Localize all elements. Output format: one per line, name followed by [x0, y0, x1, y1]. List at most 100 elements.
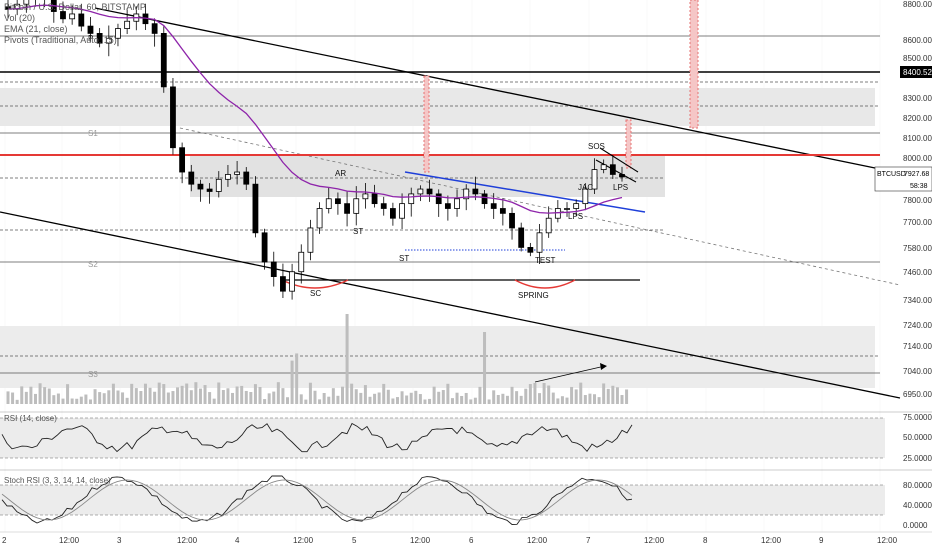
- volume-bar: [606, 388, 610, 404]
- candle: [252, 183, 259, 234]
- volume-bar: [290, 360, 294, 404]
- volume-bar: [176, 387, 180, 404]
- stoch-tick: 40.0000: [903, 501, 932, 510]
- legend-rsi: RSI (14, close): [4, 414, 57, 423]
- volume-bar: [611, 385, 615, 404]
- label-lps2: LPS: [613, 183, 628, 192]
- candle: [417, 188, 424, 195]
- candle: [234, 171, 241, 175]
- volume-bar: [533, 382, 537, 404]
- volume-bar: [368, 396, 372, 404]
- volume-bar: [510, 386, 514, 404]
- volume-bar: [620, 395, 624, 404]
- candle: [527, 247, 534, 253]
- volume-bar: [354, 389, 358, 404]
- volume-bar: [66, 384, 70, 404]
- time-tick: 12:00: [293, 536, 314, 545]
- candle: [78, 13, 85, 27]
- time-axis: 2 12:00 3 12:00 4 12:00 5 12:00 6 12:00 7 12:00 8 12:…: [2, 536, 898, 545]
- candle: [573, 203, 580, 209]
- volume-bar: [79, 396, 83, 404]
- ema-line: [7, 4, 623, 214]
- volume-bar: [11, 392, 15, 404]
- volume-bar: [70, 398, 74, 404]
- volume-bar: [299, 394, 303, 404]
- volume-bar: [29, 386, 33, 404]
- candle: [353, 198, 360, 214]
- candle: [307, 227, 314, 253]
- volume-bar: [198, 388, 202, 404]
- chart-legend: Bitcoin / U.S. Dollar, 60, BITSTAMP Vol …: [4, 2, 146, 46]
- volume-bar: [134, 388, 138, 404]
- volume-bar: [583, 395, 587, 404]
- candle: [335, 198, 341, 205]
- candle: [270, 261, 277, 277]
- candle: [426, 188, 433, 195]
- volume-bar: [492, 390, 496, 404]
- volume-bar: [395, 397, 399, 404]
- candle: [261, 232, 268, 263]
- candle: [600, 164, 607, 170]
- volume-bar: [446, 383, 450, 404]
- label-spring: SPRING: [518, 291, 549, 300]
- volume-bar: [405, 395, 409, 404]
- candle: [280, 276, 286, 292]
- volume-bar: [469, 399, 473, 404]
- label-st1: ST: [353, 227, 363, 236]
- volume-arrow-head: [600, 363, 607, 370]
- legend-volume: Vol (20): [4, 13, 36, 23]
- stoch-tick: 80.0000: [903, 481, 932, 490]
- candle: [151, 23, 158, 34]
- price-tick: 7140.00: [903, 342, 932, 351]
- volume-bar: [212, 398, 216, 404]
- volume-bar: [203, 385, 207, 404]
- stoch-zone: [0, 485, 885, 515]
- volume-bar: [350, 383, 354, 404]
- price-tick: 7340.00: [903, 296, 932, 305]
- price-tick: 6950.00: [903, 390, 932, 399]
- volume-bar: [400, 391, 404, 404]
- volume-bar: [579, 382, 583, 404]
- candle: [463, 188, 470, 200]
- price-tick: 7040.00: [903, 367, 932, 376]
- volume-bar: [386, 389, 390, 404]
- label-p: P: [88, 34, 93, 43]
- volume-bar: [258, 387, 262, 404]
- candle: [591, 169, 598, 190]
- rsi-tick: 25.0000: [903, 454, 932, 463]
- candle: [289, 271, 295, 292]
- volume-bars: [6, 314, 629, 404]
- volume-bar: [551, 392, 555, 404]
- volume-bar: [143, 383, 147, 404]
- volume-bar: [286, 397, 290, 404]
- candle: [380, 203, 387, 209]
- legend-ema: EMA (21, close): [4, 24, 68, 34]
- candle: [325, 198, 332, 209]
- volume-bar: [313, 390, 317, 404]
- volume-arrow: [534, 365, 606, 383]
- candle: [160, 33, 167, 88]
- candle: [124, 20, 131, 29]
- label-sos: SOS: [588, 142, 605, 151]
- time-tick: 2: [2, 536, 7, 545]
- candle: [490, 203, 497, 209]
- volume-bar: [528, 384, 532, 404]
- volume-bar: [276, 382, 280, 404]
- volume-bar: [473, 397, 477, 404]
- label-ar: AR: [335, 169, 346, 178]
- volume-bar: [194, 382, 198, 404]
- legend-symbol: Bitcoin / U.S. Dollar, 60, BITSTAMP: [4, 2, 146, 12]
- candle: [536, 232, 543, 253]
- candle: [362, 193, 369, 200]
- volume-bar: [84, 394, 88, 404]
- volume-bar: [6, 391, 10, 404]
- candle: [509, 212, 515, 229]
- volume-bar: [602, 383, 606, 404]
- ticker-badge[interactable]: [874, 166, 932, 192]
- volume-bar: [148, 387, 152, 404]
- time-tick: 6: [469, 536, 474, 545]
- time-tick: 12:00: [877, 536, 898, 545]
- rsi-pane: [0, 411, 932, 459]
- channel-lower-line: [0, 211, 901, 399]
